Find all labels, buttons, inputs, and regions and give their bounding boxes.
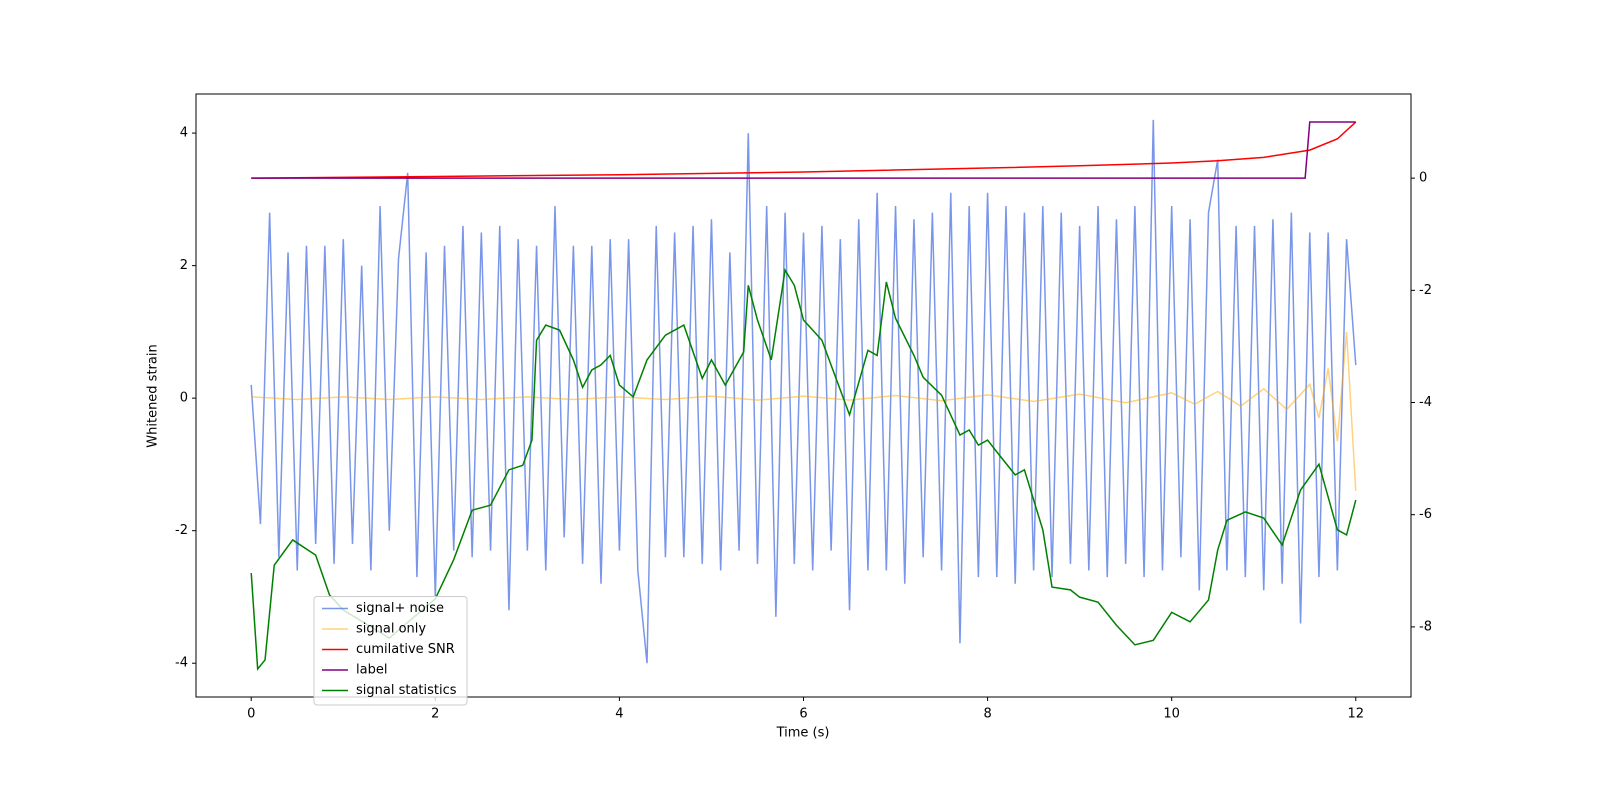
y2-tick-label: -6 [1419, 507, 1432, 522]
legend-label: signal+ noise [356, 601, 444, 616]
y-tick-label: -4 [175, 656, 188, 671]
x-tick-label: 4 [615, 707, 623, 722]
y2-tick-label: -2 [1419, 283, 1432, 298]
legend-label: signal only [356, 622, 426, 637]
x-tick-label: 0 [247, 707, 255, 722]
legend-box [313, 596, 468, 706]
y2-tick-label: 0 [1419, 171, 1427, 186]
y2-tick-label: -8 [1419, 619, 1432, 634]
y-tick-label: -2 [175, 523, 188, 538]
x-axis-label: Time (s) [776, 726, 830, 741]
y-axis-label: Whitened strain [146, 344, 161, 447]
legend-label: signal statistics [356, 683, 457, 698]
y-tick-label: 4 [180, 126, 188, 141]
x-tick-label: 6 [799, 707, 807, 722]
series-line [251, 121, 1356, 179]
x-tick-label: 10 [1163, 707, 1180, 722]
y-tick-label: 2 [180, 258, 188, 273]
x-tick-label: 2 [431, 707, 439, 722]
legend-label: cumilative SNR [356, 642, 455, 657]
x-tick-label: 8 [983, 707, 991, 722]
series-line [251, 121, 1357, 179]
plot-area [250, 119, 1357, 671]
legend-label: label [356, 663, 387, 678]
series-line [251, 331, 1357, 491]
y-tick-label: 0 [180, 391, 188, 406]
y2-tick-label: -4 [1419, 395, 1432, 410]
x-tick-label: 12 [1347, 707, 1364, 722]
series-line [250, 267, 1357, 671]
